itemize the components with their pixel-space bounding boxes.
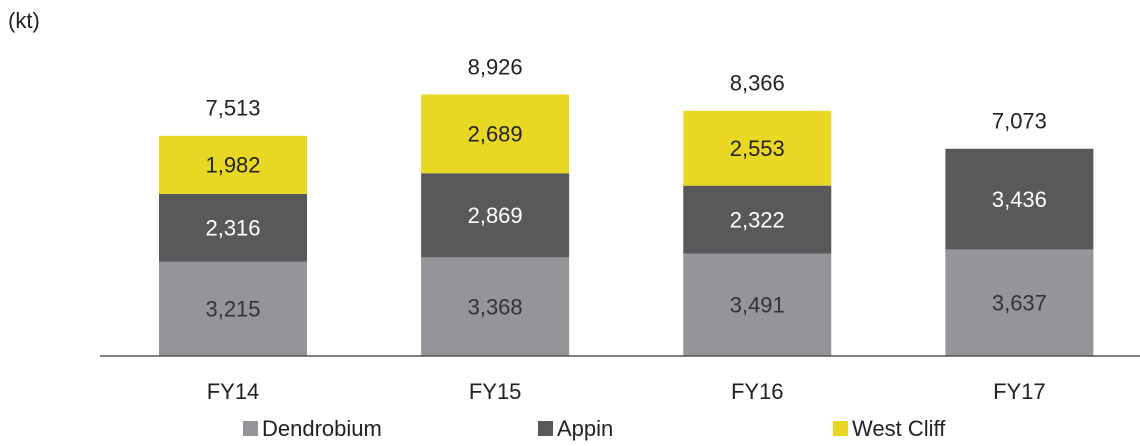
bar-segment <box>945 249 1094 356</box>
legend-label: Appin <box>557 416 613 441</box>
value-label: 2,322 <box>730 208 785 233</box>
value-label: 3,491 <box>730 293 785 318</box>
value-label: 1,982 <box>205 153 260 178</box>
value-label: 2,869 <box>468 203 523 228</box>
value-label: 3,368 <box>468 294 523 319</box>
value-label: 2,689 <box>468 122 523 147</box>
bar-segment <box>159 135 307 194</box>
bar-segment <box>421 257 570 356</box>
bar-segment <box>421 94 570 174</box>
value-label: 2,316 <box>205 216 260 241</box>
bar-segment <box>421 173 570 258</box>
value-label: 2,553 <box>730 136 785 161</box>
x-tick-label: FY17 <box>993 379 1046 404</box>
x-tick-label: FY15 <box>469 379 522 404</box>
total-label: 8,926 <box>468 54 523 79</box>
y-axis-label: (kt) <box>8 8 40 33</box>
bar-segment <box>683 110 832 186</box>
value-label: 3,215 <box>205 297 260 322</box>
bar-segment <box>683 253 832 356</box>
total-label: 7,073 <box>992 109 1047 134</box>
legend-swatch <box>538 421 553 436</box>
legend-swatch <box>833 421 848 436</box>
value-label: 3,637 <box>992 291 1047 316</box>
bar-segment <box>159 261 307 356</box>
legend-swatch <box>243 421 258 436</box>
x-tick-label: FY14 <box>207 379 260 404</box>
bar-segment <box>159 193 307 262</box>
legend-label: Dendrobium <box>262 416 382 441</box>
total-label: 7,513 <box>205 96 260 121</box>
total-label: 8,366 <box>730 71 785 96</box>
value-label: 3,436 <box>992 187 1047 212</box>
x-tick-label: FY16 <box>731 379 784 404</box>
bar-segment <box>945 148 1094 250</box>
legend-label: West Cliff <box>852 416 946 441</box>
bar-segment <box>683 185 832 254</box>
